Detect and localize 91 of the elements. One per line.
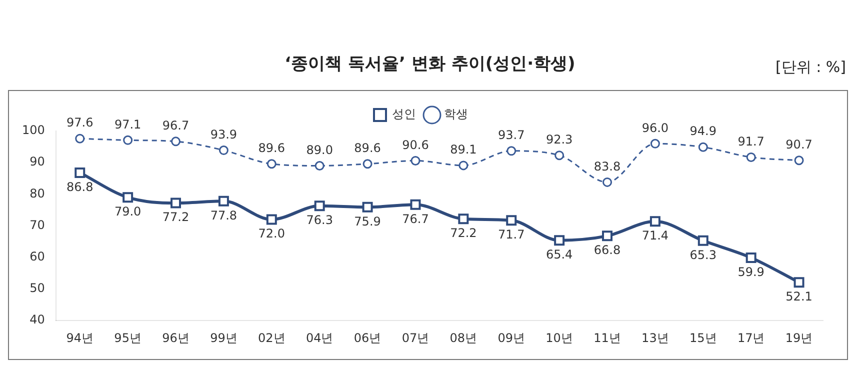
y-tick-label: 100 (22, 123, 45, 138)
x-tick-label: 11년 (594, 330, 621, 345)
data-label: 96.7 (162, 118, 190, 133)
x-tick-label: 99년 (210, 330, 238, 345)
data-label: 83.8 (594, 159, 621, 174)
data-label: 93.9 (210, 127, 238, 142)
point (602, 177, 612, 187)
point (698, 142, 708, 152)
data-label: 76.7 (402, 212, 429, 226)
data-label: 77.2 (162, 210, 190, 224)
x-tick-label: 08년 (450, 330, 478, 345)
point (794, 277, 804, 288)
x-tick-label: 02년 (258, 330, 286, 345)
point (506, 146, 516, 156)
point (266, 214, 277, 225)
point (410, 156, 420, 166)
data-label: 91.7 (738, 134, 764, 148)
point (410, 199, 421, 210)
x-tick-label: 13년 (642, 330, 669, 345)
point (698, 235, 708, 246)
data-label: 89.6 (354, 140, 381, 155)
data-label: 79.0 (114, 204, 142, 218)
text: [단위 : %] (775, 58, 846, 77)
x-tick-label: 17년 (737, 330, 765, 345)
point (218, 146, 228, 156)
data-label: 92.3 (546, 132, 573, 146)
point (266, 159, 276, 169)
legend-label: 성인 (392, 107, 416, 122)
point (794, 156, 804, 166)
data-label: 90.6 (402, 138, 429, 152)
x-tick-label: 19년 (785, 330, 813, 345)
point (122, 192, 134, 203)
point (602, 230, 612, 242)
y-tick-label: 70 (30, 218, 45, 232)
x-tick-label: 09년 (498, 330, 526, 345)
y-tick-label: 80 (30, 186, 45, 200)
data-label: 72.2 (450, 226, 477, 240)
x-tick-label: 94년 (66, 330, 94, 345)
point (554, 150, 564, 160)
point (362, 159, 372, 169)
x-tick-label: 06년 (354, 330, 382, 345)
point (123, 135, 133, 145)
point (218, 196, 229, 206)
x-tick-label: 96년 (162, 330, 190, 345)
point (171, 136, 181, 146)
data-label: 72.0 (258, 226, 286, 241)
data-label: 77.8 (210, 208, 238, 222)
data-label: 97.1 (114, 117, 142, 132)
point (746, 152, 756, 162)
legend-label: 학생 (444, 107, 468, 122)
point (746, 252, 756, 263)
y-tick-label: 90 (30, 154, 45, 169)
point (362, 202, 373, 212)
data-label: 75.9 (354, 214, 381, 228)
point (170, 198, 182, 208)
data-label: 71.7 (498, 228, 525, 242)
point (650, 138, 660, 148)
x-tick-label: 15년 (690, 330, 717, 345)
y-tick-label: 40 (30, 312, 45, 327)
data-label: 52.1 (786, 289, 812, 304)
data-label: 93.7 (498, 128, 525, 142)
x-tick-label: 95년 (114, 330, 142, 345)
x-tick-label: 07년 (402, 330, 430, 345)
point (458, 214, 469, 224)
data-label: 76.3 (306, 213, 333, 228)
data-label: 65.3 (690, 248, 716, 262)
data-label: 66.8 (594, 243, 621, 258)
data-label: 89.1 (450, 142, 477, 157)
point (554, 235, 565, 246)
x-tick-label: 04년 (306, 330, 334, 345)
data-label: 65.4 (546, 247, 573, 262)
point (650, 216, 660, 227)
point (74, 167, 86, 178)
point (75, 134, 85, 144)
point (458, 160, 468, 170)
data-label: 89.6 (258, 140, 286, 155)
point (506, 215, 517, 226)
chart-title: ‘종이책 독서율’ 변화 추이(성인·학생) (284, 54, 576, 74)
data-label: 71.4 (642, 228, 669, 242)
data-label: 89.0 (306, 142, 333, 157)
data-label: 97.6 (66, 116, 94, 130)
point (314, 161, 324, 171)
data-label: 94.9 (690, 124, 716, 138)
data-label: 90.7 (786, 138, 812, 152)
x-tick-label: 10년 (546, 330, 573, 345)
data-label: 86.8 (66, 180, 94, 194)
data-label: 96.0 (642, 120, 669, 135)
point (314, 200, 325, 212)
y-tick-label: 50 (30, 281, 45, 296)
y-tick-label: 60 (30, 250, 45, 264)
data-label: 59.9 (738, 264, 764, 279)
